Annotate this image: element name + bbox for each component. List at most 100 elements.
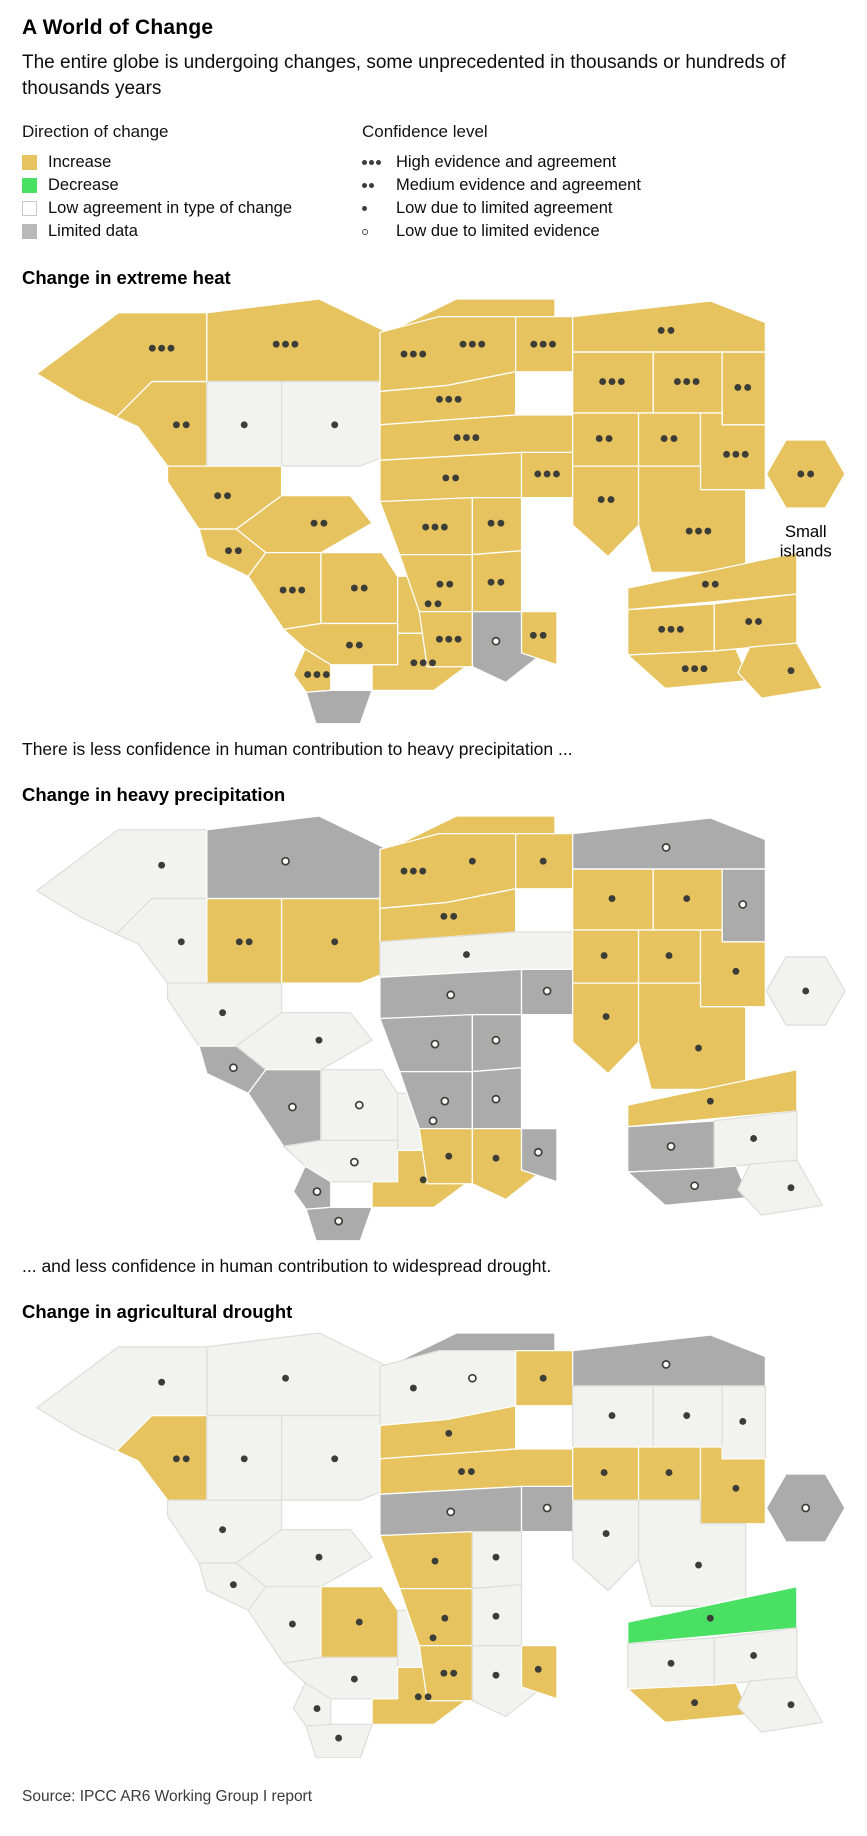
region-CNA [206,897,283,984]
confidence-dot-open [690,1181,699,1190]
confidence-dot [350,1675,358,1683]
confidence-dot [282,340,289,348]
region-SAU [627,1681,751,1723]
confidence-dot [478,340,486,348]
confidence-dot [440,523,448,531]
confidence-dot [608,1411,616,1419]
confidence-dot [695,1044,702,1052]
confidence-dot-open [354,1100,364,1110]
region-WCE [379,887,517,943]
map-canvas-agricultural-drought [22,1331,848,1759]
confidence-dot [673,378,681,386]
confidence-dot [691,1698,699,1706]
confidence-dot [676,625,684,633]
confidence-dot [787,1183,795,1191]
decrease-swatch-icon [22,178,37,193]
confidence-dot [445,635,453,643]
map-title-agricultural-drought: Change in agricultural drought [22,1300,293,1322]
confidence-dot-open [446,990,456,1000]
map-section-agricultural-drought: Change in agricultural drought [22,1301,849,1759]
confidence-dot [597,496,605,504]
confidence-dot [468,857,476,865]
map-title-extreme-heat: Change in extreme heat [22,267,231,288]
small-islands-hexagon [765,439,846,509]
confidence-dot [435,635,443,643]
confidence-dot [602,1012,610,1020]
region-WCA [572,412,640,467]
legend-item-low-agreement: Low agreement in type of change [22,197,362,220]
confidence-dot [667,326,675,334]
confidence-dot [667,1659,675,1667]
page-title: A World of Change [22,16,214,39]
two-dots-icon [362,183,396,188]
region-EAS [699,1445,767,1524]
confidence-dot [750,1134,758,1142]
world-map-svg [36,815,846,1242]
legend-item-label: Limited data [48,222,138,240]
confidence-dot [288,586,296,594]
region-SEAF [471,550,523,613]
confidence-dot [487,519,495,527]
region-NEAF [471,496,523,556]
confidence-dot [235,938,243,946]
confidence-dot [440,1669,448,1677]
confidence-dot [701,580,709,588]
note-drought: ... and less confidence in human contrib… [22,1255,552,1276]
confidence-dot [304,671,312,679]
confidence-dot [225,547,232,555]
confidence-dot [706,1097,714,1105]
region-NZ [737,1675,824,1733]
confidence-dot [322,671,330,679]
confidence-dot [602,1529,610,1537]
confidence-dot [414,1692,422,1700]
confidence-dot [167,344,175,352]
map-section-extreme-heat: Change in extreme heat Small islands [22,267,849,725]
region-NEN [206,815,389,899]
confidence-dot-open [430,1039,440,1049]
confidence-dot [660,435,668,443]
confidence-dot [429,1633,437,1641]
confidence-dot-open [661,842,671,852]
confidence-dot [440,912,448,920]
legend-item-limited-data: Limited data [22,220,362,243]
confidence-dot [291,340,299,348]
confidence-dot-open [440,1096,450,1106]
confidence-dot [600,1468,608,1476]
confidence-dot [335,1734,343,1742]
confidence-dot [331,938,339,946]
legend: Direction of change Increase Decrease Lo… [22,122,849,243]
confidence-dot [350,584,358,592]
region-MDG [520,611,558,666]
confidence-dot [158,344,166,352]
confidence-dot [797,470,805,478]
confidence-dot [704,527,712,535]
confidence-dot [750,1651,758,1659]
region-SAS [572,982,640,1074]
confidence-dot [787,667,795,675]
confidence-dot [530,340,538,348]
legend-item-label: Decrease [48,176,119,194]
low-agreement-swatch-icon [22,201,37,216]
confidence-dot [298,586,306,594]
legend-confidence-level: Confidence level High evidence and agree… [362,122,641,243]
confidence-dot [224,492,231,500]
confidence-dot [419,867,427,875]
region-TIB [637,412,702,467]
confidence-dot [436,580,444,588]
small-islands-label: Small [785,522,827,541]
region-WAF [379,1530,474,1589]
confidence-dot [422,523,430,531]
confidence-dot [472,434,480,442]
confidence-dot [182,421,190,429]
confidence-dot [313,1704,321,1712]
confidence-dot [755,618,762,625]
confidence-dot [454,395,462,403]
confidence-dot [458,1467,465,1475]
legend-item-low-evidence-confidence: Low due to limited evidence [362,220,641,243]
confidence-dot [419,659,427,667]
legend-item-decrease: Decrease [22,174,362,197]
confidence-dot [282,1374,289,1382]
region-NWS [247,1585,322,1664]
confidence-dot-open [288,1102,297,1112]
